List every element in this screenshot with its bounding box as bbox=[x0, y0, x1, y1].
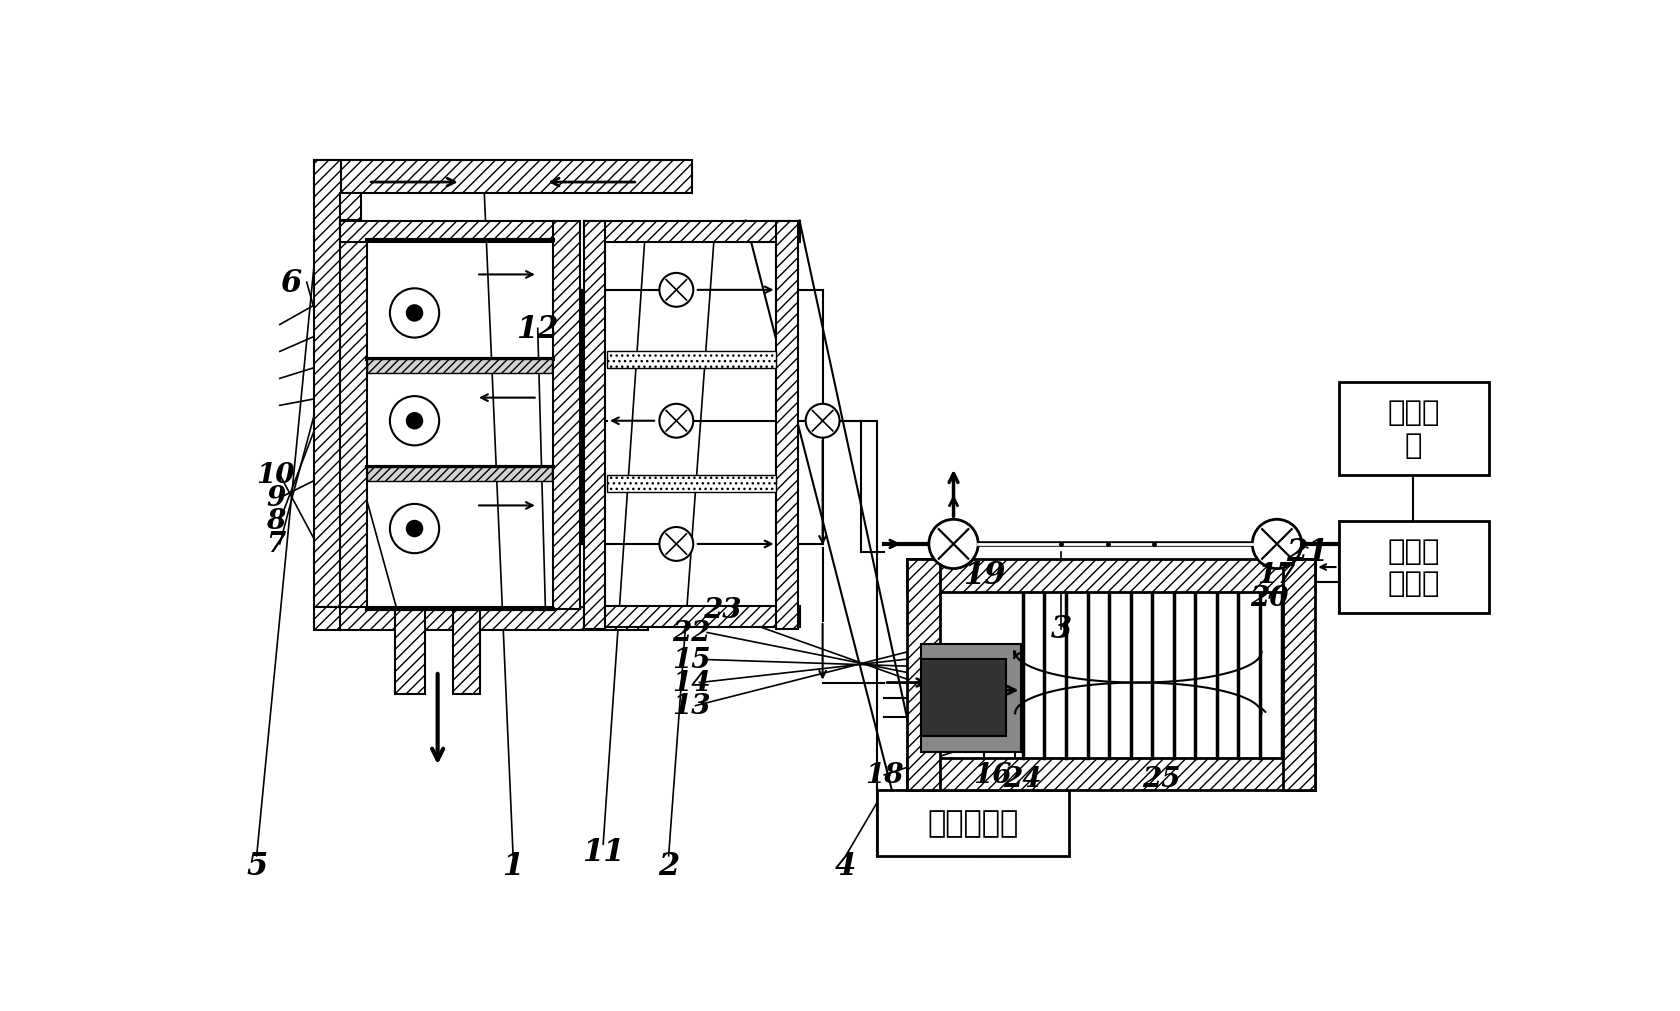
Text: 4: 4 bbox=[835, 850, 855, 882]
Text: 11: 11 bbox=[581, 837, 623, 867]
Circle shape bbox=[929, 520, 978, 569]
Bar bbox=[606, 475, 776, 492]
Bar bbox=[339, 194, 361, 220]
Text: 15: 15 bbox=[672, 646, 711, 673]
Bar bbox=[1337, 522, 1488, 614]
Text: 数据采
集: 数据采 集 bbox=[1386, 399, 1440, 459]
Text: 14: 14 bbox=[672, 669, 711, 697]
Text: 6: 6 bbox=[281, 267, 302, 298]
Bar bbox=[875, 791, 1068, 856]
Circle shape bbox=[390, 504, 438, 554]
Bar bbox=[776, 221, 798, 629]
Text: 18: 18 bbox=[865, 761, 902, 789]
Bar bbox=[583, 606, 800, 628]
Bar bbox=[1282, 560, 1315, 791]
Bar bbox=[314, 608, 341, 631]
Text: 17: 17 bbox=[1257, 562, 1295, 588]
Bar bbox=[395, 610, 425, 695]
Circle shape bbox=[659, 274, 692, 307]
Text: 19: 19 bbox=[963, 560, 1005, 590]
Bar bbox=[1337, 383, 1488, 475]
Text: 21: 21 bbox=[1285, 537, 1329, 567]
Circle shape bbox=[659, 404, 692, 438]
Circle shape bbox=[659, 528, 692, 561]
Text: 16: 16 bbox=[973, 761, 1011, 789]
Bar bbox=[314, 162, 341, 608]
Circle shape bbox=[1252, 520, 1300, 569]
Bar bbox=[606, 352, 776, 369]
Text: 25: 25 bbox=[1141, 765, 1179, 793]
Text: 微电流
放大器: 微电流 放大器 bbox=[1386, 537, 1440, 598]
Circle shape bbox=[407, 522, 422, 537]
Text: 1: 1 bbox=[502, 850, 524, 882]
Bar bbox=[907, 560, 939, 791]
Text: 24: 24 bbox=[1003, 765, 1042, 793]
Text: 23: 23 bbox=[702, 596, 741, 623]
Bar bbox=[921, 660, 1005, 737]
Bar bbox=[921, 644, 1021, 752]
Bar bbox=[339, 221, 361, 243]
Text: 5: 5 bbox=[245, 850, 267, 882]
Text: 3: 3 bbox=[1050, 614, 1072, 644]
Text: 2: 2 bbox=[657, 850, 679, 882]
Text: 13: 13 bbox=[672, 693, 711, 720]
Bar bbox=[583, 221, 605, 629]
Bar bbox=[583, 221, 800, 243]
Text: 7: 7 bbox=[265, 531, 286, 558]
Circle shape bbox=[390, 289, 438, 339]
Bar bbox=[339, 608, 647, 631]
Text: 10: 10 bbox=[257, 462, 296, 488]
Bar bbox=[907, 560, 1315, 592]
Circle shape bbox=[407, 413, 422, 429]
Text: 8: 8 bbox=[265, 508, 286, 535]
Circle shape bbox=[407, 306, 422, 321]
Circle shape bbox=[390, 396, 438, 446]
Text: 12: 12 bbox=[516, 313, 559, 345]
Bar bbox=[339, 221, 554, 243]
Bar bbox=[339, 241, 366, 610]
Bar bbox=[366, 360, 551, 374]
Text: 20: 20 bbox=[1250, 584, 1287, 612]
Bar bbox=[553, 221, 580, 610]
Bar bbox=[314, 162, 690, 194]
Circle shape bbox=[805, 404, 838, 438]
Text: 9: 9 bbox=[265, 484, 286, 512]
Bar bbox=[907, 758, 1315, 791]
Text: 22: 22 bbox=[672, 620, 711, 646]
Bar bbox=[366, 467, 551, 481]
Bar bbox=[452, 610, 480, 695]
Text: 单片机控制: 单片机控制 bbox=[927, 809, 1018, 838]
